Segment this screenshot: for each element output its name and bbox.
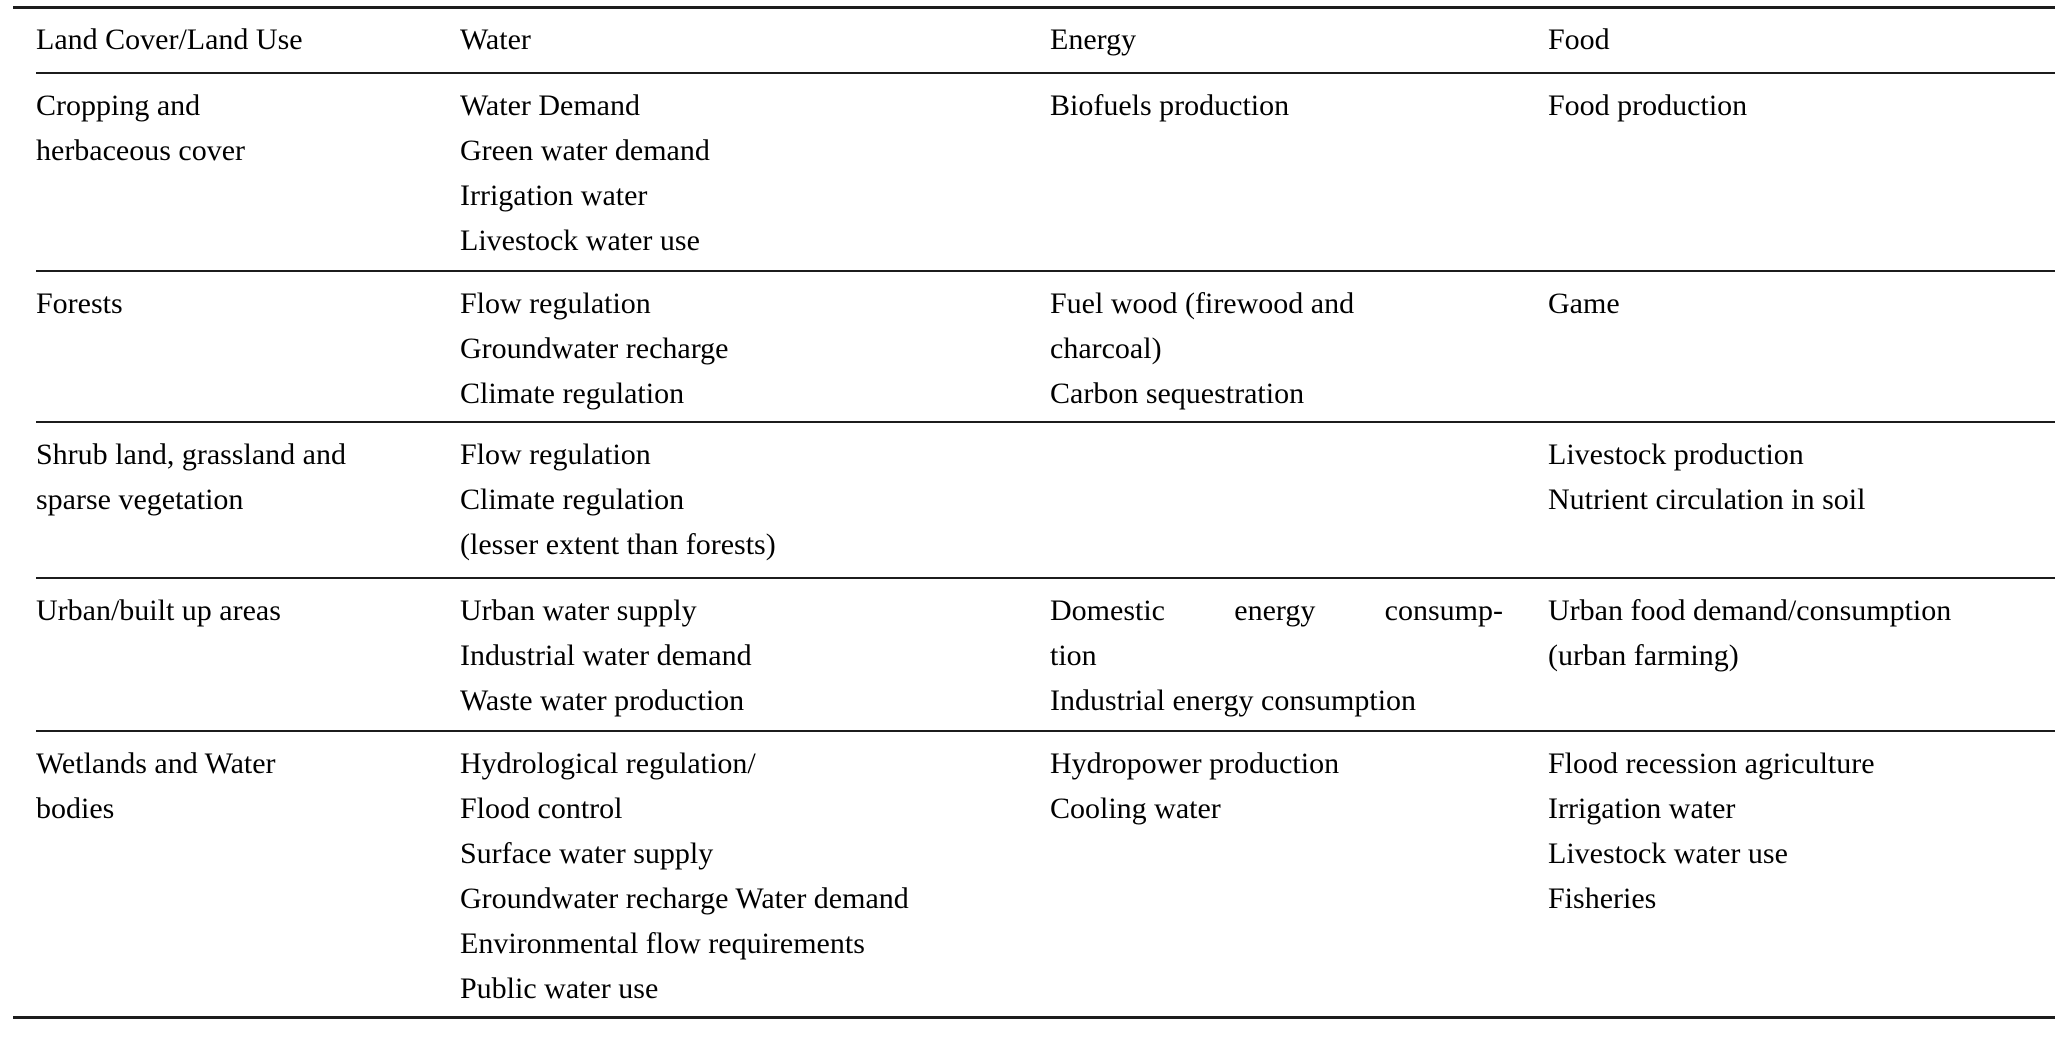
land-use-nexus-table: Land Cover/Land Use Water Energy Food Cr… (13, 6, 2055, 1019)
column-header-land-cover: Land Cover/Land Use (36, 9, 460, 72)
cell-line: herbaceous cover (36, 134, 246, 167)
column-header-food: Food (1548, 9, 2053, 72)
cell-line: Environmental flow requirements (460, 927, 865, 960)
cell-line: charcoal) (1050, 332, 1162, 365)
table-cell-food: Flood recession agriculture Irrigation wa… (1548, 732, 2053, 1016)
cell-line: Biofuels production (1050, 89, 1290, 122)
table-row: Wetlands and Water bodies Hydrological reg… (36, 732, 2055, 1016)
table-cell-water: Water Demand Green water demand Irrigation… (460, 74, 1050, 270)
header-label: Food (1548, 23, 1610, 56)
column-header-water: Water (460, 9, 1050, 72)
table-cell-water: Urban water supply Industrial water deman… (460, 579, 1050, 730)
cell-line: Urban water supply (460, 594, 697, 627)
cell-line: Flood control (460, 792, 623, 825)
cell-line: (lesser extent than forests) (460, 528, 776, 561)
cell-line: Green water demand (460, 134, 710, 167)
table-row: Cropping and herbaceous cover Water Demand… (36, 74, 2055, 272)
cell-line: (urban farming) (1548, 639, 1739, 672)
cell-line: Industrial water demand (460, 639, 752, 672)
table-row: Shrub land, grassland and sparse vegetati… (36, 423, 2055, 579)
cell-line: tion (1050, 639, 1097, 672)
cell-line: Flow regulation (460, 438, 651, 471)
header-label: Water (460, 23, 531, 56)
cell-line: Waste water production (460, 684, 745, 717)
cell-line: Carbon sequestration (1050, 377, 1305, 410)
cell-line: Industrial energy consumption (1050, 684, 1417, 717)
cell-line: Urban/built up areas (36, 594, 281, 627)
cell-line: Forests (36, 287, 123, 320)
cell-line: Livestock water use (460, 224, 700, 257)
header-label: Energy (1050, 23, 1137, 56)
table-cell-food: Urban food demand/consumption (urban farm… (1548, 579, 2053, 730)
cell-line: Public water use (460, 972, 659, 1005)
cell-line: Wetlands and Water (36, 747, 276, 780)
table-cell-water: Flow regulation Groundwater recharge Clima… (460, 272, 1050, 421)
cell-line: Cropping and (36, 89, 201, 122)
table-cell-land-cover: Forests (36, 272, 460, 421)
table-cell-energy (1050, 423, 1548, 577)
cell-line: Game (1548, 287, 1620, 320)
cell-line: Livestock production (1548, 438, 1804, 471)
table-cell-energy: Biofuels production (1050, 74, 1548, 270)
table-header-row: Land Cover/Land Use Water Energy Food (36, 9, 2055, 74)
cell-line: Fuel wood (firewood and (1050, 287, 1355, 320)
cell-line: Domestic energy consump- (1050, 594, 1503, 627)
cell-line: Irrigation water (1548, 792, 1736, 825)
cell-line: Flow regulation (460, 287, 651, 320)
table-row: Urban/built up areas Urban water supply In… (36, 579, 2055, 732)
cell-line: Groundwater recharge Water demand (460, 882, 909, 915)
cell-line: Climate regulation (460, 483, 685, 516)
cell-line: bodies (36, 792, 115, 825)
table-cell-energy: Fuel wood (firewood and charcoal) Carbon s… (1050, 272, 1548, 421)
cell-line: Irrigation water (460, 179, 648, 212)
cell-line: Climate regulation (460, 377, 685, 410)
column-header-energy: Energy (1050, 9, 1548, 72)
cell-line: Hydropower production (1050, 747, 1340, 780)
cell-line: Hydrological regulation/ (460, 747, 756, 780)
table-cell-water: Hydrological regulation/Flood control Sur… (460, 732, 1050, 1016)
cell-line: sparse vegetation (36, 483, 244, 516)
cell-line: Shrub land, grassland and (36, 438, 346, 471)
cell-line: Urban food demand/consumption (1548, 594, 1952, 627)
cell-line: Surface water supply (460, 837, 714, 870)
cell-line: Livestock water use (1548, 837, 1788, 870)
cell-line: Water Demand (460, 89, 640, 122)
table-rows: Cropping and herbaceous cover Water Demand… (36, 74, 2055, 1016)
table-cell-land-cover: Wetlands and Water bodies (36, 732, 460, 1016)
cell-line: Food production (1548, 89, 1748, 122)
cell-line: Cooling water (1050, 792, 1221, 825)
table-cell-land-cover: Shrub land, grassland and sparse vegetati… (36, 423, 460, 577)
cell-line: Flood recession agriculture (1548, 747, 1875, 780)
header-label: Land Cover/Land Use (36, 23, 303, 56)
cell-line: Fisheries (1548, 882, 1657, 915)
cell-line: Nutrient circulation in soil (1548, 483, 1866, 516)
table-cell-food: Livestock production Nutrient circulation… (1548, 423, 2053, 577)
table-cell-water: Flow regulation Climate regulation (lesser… (460, 423, 1050, 577)
table-cell-energy: Hydropower production Cooling water (1050, 732, 1548, 1016)
table-cell-energy: Domestic energy consump-tion Industrial e… (1050, 579, 1548, 730)
table-cell-food: Game (1548, 272, 2053, 421)
table-cell-land-cover: Urban/built up areas (36, 579, 460, 730)
table-cell-food: Food production (1548, 74, 2053, 270)
table-row: Forests Flow regulation Groundwater rechar… (36, 272, 2055, 423)
cell-line: Groundwater recharge (460, 332, 729, 365)
table-cell-land-cover: Cropping and herbaceous cover (36, 74, 460, 270)
